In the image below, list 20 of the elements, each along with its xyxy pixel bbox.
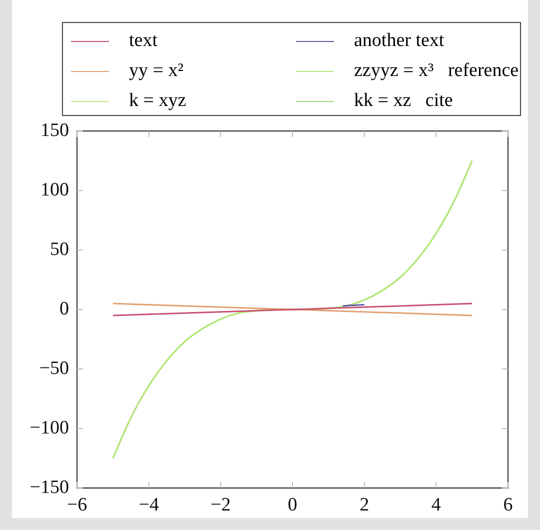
- x-tick-label: 0: [288, 494, 298, 516]
- x-tick-label: 2: [360, 494, 370, 516]
- x-tick-label: −4: [138, 494, 160, 516]
- legend-label: yy = x²: [128, 59, 184, 83]
- legend-label: text: [128, 29, 158, 53]
- legend-label: another text: [353, 29, 446, 53]
- y-tick-label: 0: [60, 298, 69, 320]
- y-tick-label: −150: [30, 476, 69, 498]
- x-tick-label: 6: [503, 494, 513, 516]
- legend-label: k = xyz: [128, 89, 188, 113]
- y-tick-label: −100: [30, 417, 69, 438]
- y-tick-label: 100: [40, 179, 69, 200]
- legend-label: kk = xz cite: [353, 89, 454, 113]
- y-tick-label: 50: [50, 238, 69, 260]
- x-tick-label: 4: [431, 494, 442, 516]
- x-tick-label: −6: [66, 494, 88, 516]
- legend-label: zzyyz = x³ reference: [353, 59, 520, 83]
- y-tick-label: 150: [40, 120, 69, 141]
- y-tick-label: −50: [39, 358, 69, 379]
- x-tick-label: −2: [210, 494, 231, 516]
